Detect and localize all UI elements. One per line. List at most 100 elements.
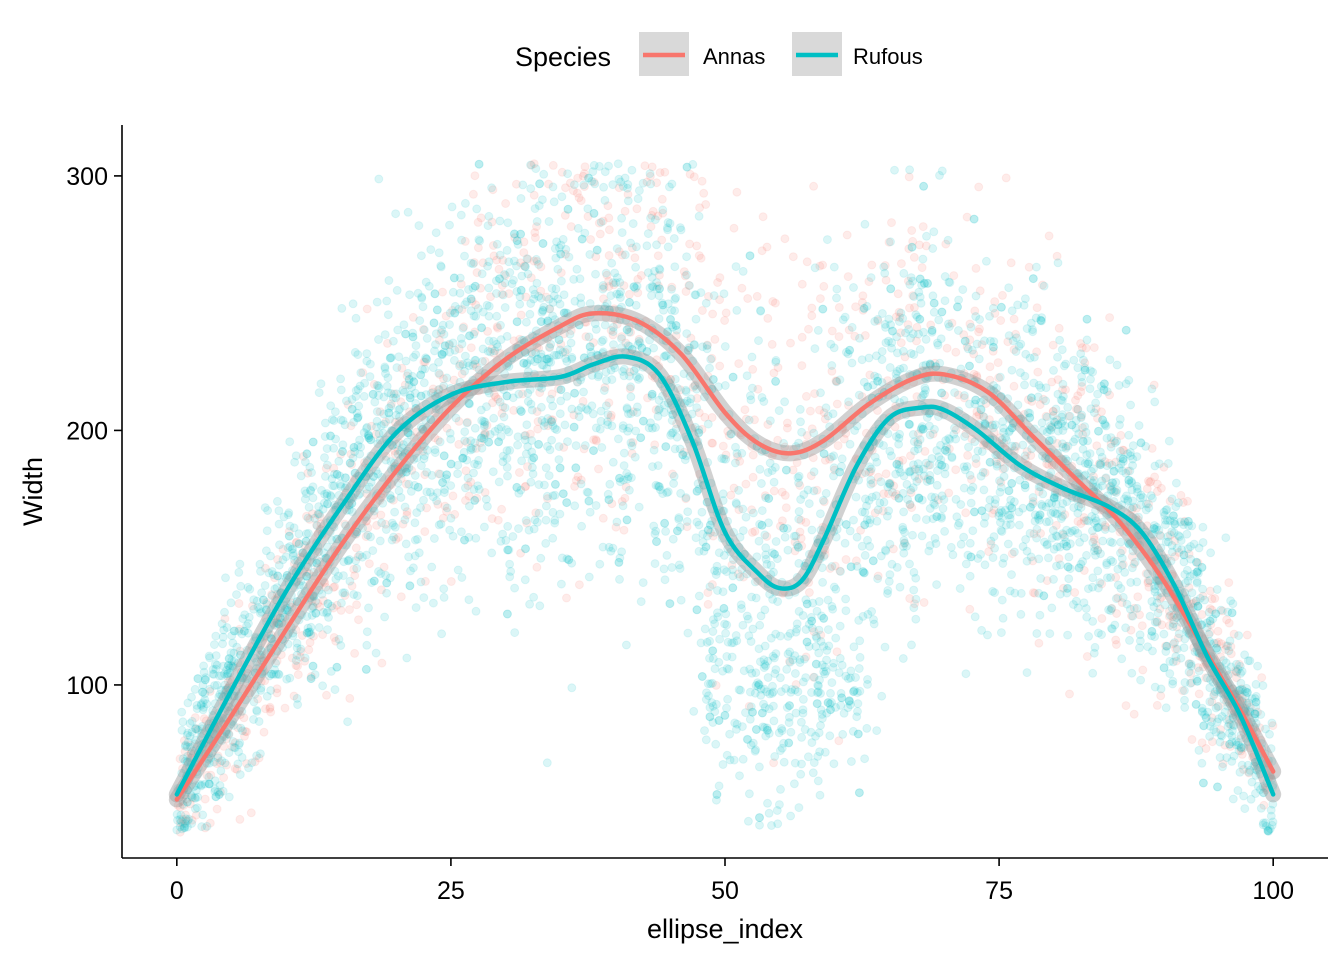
- scatter-point-annas: [647, 371, 657, 381]
- scatter-point-annas: [1193, 558, 1203, 568]
- scatter-point-annas: [890, 422, 900, 432]
- scatter-point-rufous: [971, 312, 981, 321]
- scatter-point-annas: [1009, 314, 1019, 324]
- scatter-point-annas: [630, 253, 640, 263]
- scatter-point-annas: [292, 537, 302, 547]
- scatter-point-annas: [951, 425, 961, 435]
- scatter-point-annas: [565, 178, 575, 188]
- scatter-point-annas: [396, 592, 406, 602]
- scatter-point-rufous: [813, 680, 823, 690]
- scatter-point-rufous: [928, 291, 938, 301]
- scatter-point-rufous: [723, 694, 733, 704]
- scatter-point-rufous: [618, 501, 628, 511]
- scatter-point-annas: [242, 759, 252, 769]
- scatter-point-rufous: [616, 177, 626, 187]
- scatter-point-rufous: [599, 182, 609, 192]
- scatter-point-rufous: [410, 551, 420, 561]
- scatter-point-rufous: [682, 517, 692, 526]
- scatter-point-rufous: [381, 570, 391, 580]
- scatter-point-rufous: [531, 164, 541, 174]
- scatter-point-rufous: [620, 250, 630, 260]
- scatter-point-rufous: [780, 532, 790, 542]
- scatter-point-rufous: [556, 276, 566, 286]
- scatter-point-rufous: [796, 717, 806, 727]
- scatter-point-annas: [280, 703, 290, 713]
- scatter-point-annas: [1104, 458, 1114, 468]
- scatter-point-rufous: [643, 229, 653, 239]
- scatter-point-rufous: [340, 588, 350, 598]
- scatter-point-annas: [1052, 415, 1062, 425]
- scatter-point-annas: [1097, 614, 1107, 623]
- scatter-point-rufous: [555, 409, 565, 419]
- scatter-point-rufous: [576, 479, 586, 489]
- scatter-point-rufous: [487, 548, 497, 558]
- scatter-point-rufous: [880, 642, 890, 652]
- scatter-point-rufous: [774, 406, 784, 416]
- scatter-point-annas: [259, 727, 269, 737]
- scatter-point-annas: [1110, 486, 1120, 496]
- scatter-point-rufous: [178, 717, 188, 727]
- scatter-point-rufous: [899, 507, 909, 517]
- scatter-point-rufous: [1039, 281, 1049, 291]
- scatter-point-annas: [1149, 380, 1159, 390]
- scatter-point-annas: [963, 450, 973, 460]
- scatter-point-rufous: [1215, 737, 1225, 747]
- scatter-point-rufous: [734, 485, 744, 495]
- scatter-point-annas: [573, 173, 583, 183]
- scatter-point-rufous: [823, 411, 833, 421]
- scatter-point-rufous: [779, 757, 789, 767]
- scatter-point-rufous: [1041, 383, 1051, 393]
- scatter-point-rufous: [668, 534, 678, 544]
- scatter-point-annas: [1006, 258, 1016, 268]
- scatter-point-rufous: [460, 483, 470, 493]
- scatter-point-rufous: [1125, 466, 1135, 476]
- scatter-point-rufous: [732, 499, 741, 509]
- scatter-point-annas: [381, 519, 390, 529]
- scatter-point-rufous: [434, 248, 444, 258]
- scatter-point-rufous: [1074, 563, 1084, 573]
- scatter-point-rufous: [754, 336, 763, 346]
- scatter-point-rufous: [182, 730, 192, 740]
- scatter-point-rufous: [801, 673, 811, 683]
- scatter-point-annas: [321, 463, 331, 473]
- scatter-point-rufous: [392, 285, 402, 295]
- scatter-point-rufous: [1147, 384, 1157, 394]
- scatter-point-annas: [460, 236, 470, 246]
- scatter-point-rufous: [940, 469, 950, 479]
- scatter-point-rufous: [738, 266, 748, 276]
- scatter-point-rufous: [862, 723, 872, 733]
- scatter-point-rufous: [217, 756, 227, 766]
- scatter-point-annas: [254, 753, 264, 763]
- scatter-point-rufous: [634, 186, 644, 196]
- scatter-point-annas: [891, 401, 901, 411]
- scatter-point-annas: [881, 469, 891, 479]
- scatter-point-annas: [1019, 409, 1029, 419]
- scatter-point-rufous: [436, 261, 446, 271]
- scatter-point-annas: [810, 389, 820, 399]
- scatter-point-annas: [518, 389, 527, 399]
- scatter-point-rufous: [1132, 481, 1142, 491]
- scatter-point-annas: [858, 291, 868, 301]
- scatter-point-annas: [566, 222, 576, 232]
- scatter-point-annas: [272, 684, 282, 694]
- scatter-point-annas: [246, 808, 256, 818]
- scatter-point-annas: [456, 279, 466, 289]
- scatter-point-rufous: [930, 493, 940, 502]
- scatter-point-rufous: [1009, 547, 1019, 557]
- scatter-point-rufous: [608, 322, 618, 332]
- scatter-point-rufous: [1223, 641, 1232, 651]
- scatter-point-rufous: [427, 562, 437, 572]
- scatter-point-annas: [591, 435, 601, 445]
- scatter-point-rufous: [1107, 624, 1117, 634]
- scatter-point-rufous: [522, 420, 532, 430]
- scatter-point-annas: [1079, 513, 1089, 522]
- scatter-point-rufous: [1198, 584, 1208, 594]
- scatter-point-rufous: [530, 515, 540, 525]
- scatter-point-annas: [917, 263, 927, 273]
- scatter-point-rufous: [527, 405, 537, 415]
- scatter-point-rufous: [216, 766, 226, 776]
- scatter-point-rufous: [626, 438, 636, 448]
- scatter-point-annas: [899, 538, 909, 548]
- scatter-point-rufous: [446, 434, 456, 444]
- scatter-point-annas: [620, 493, 630, 503]
